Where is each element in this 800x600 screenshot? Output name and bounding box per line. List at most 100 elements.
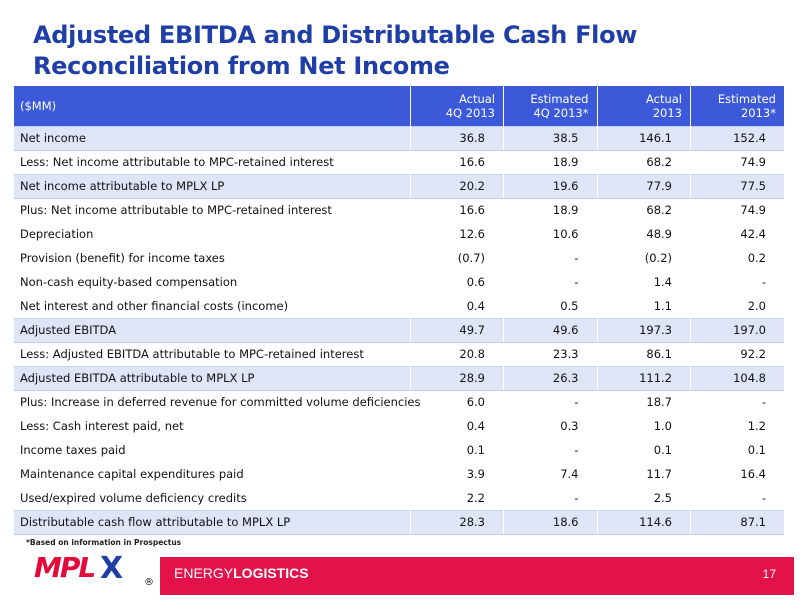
cell-value: 86.1 [596,342,691,366]
table-row: Non-cash equity-based compensation 0.6-1.… [14,270,784,294]
table-row: Maintenance capital expenditures paid 3.9… [14,462,784,486]
tagline: ENERGYLOGISTICS [174,565,309,581]
table-row: Income taxes paid 0.1-0.1 0.1 [14,438,784,462]
cell-value: 92.2 [690,342,784,366]
header-units: ($MM) [20,98,57,113]
row-label: Distributable cash flow attributable to … [14,509,410,535]
row-label: Net income [14,125,410,151]
cell-value: 23.3 [503,342,597,366]
cell-value: 1.4 [596,270,691,294]
cell-value: 3.9 [409,462,504,486]
cell-value: 18.9 [503,198,597,222]
cell-value: 7.4 [503,462,597,486]
cell-value: 0.1 [596,438,691,462]
cell-value: 197.3 [596,317,691,343]
cell-value: 6.0 [409,390,504,414]
page-number: 17 [762,567,776,581]
cell-value: 104.8 [690,365,784,391]
cell-value: 18.7 [596,390,691,414]
cell-value: 28.3 [409,509,504,535]
cell-value: 16.6 [409,198,504,222]
cell-value: 11.7 [596,462,691,486]
cell-value: - [690,486,784,510]
row-label: Income taxes paid [20,443,126,457]
row-label: Adjusted EBITDA [14,317,410,343]
row-label: Maintenance capital expenditures paid [20,467,244,481]
cell-value: 49.6 [503,317,597,343]
logo-x-mark: X [100,551,124,586]
table-row: Less: Net income attributable to MPC-ret… [14,150,784,174]
cell-value: 0.5 [503,294,597,318]
cell-value: - [503,486,597,510]
table-row: Distributable cash flow attributable to … [14,509,784,535]
table-row: Net income attributable to MPLX LP 20.2 19… [14,173,784,199]
row-label: Net interest and other financial costs (… [20,298,289,313]
table-row: Provision (benefit) for income taxes (0.7… [14,246,784,270]
cell-value: 0.4 [409,294,504,318]
cell-value: 197.0 [690,317,784,343]
row-label: Less: Adjusted EBITDA attributable to MP… [20,347,364,361]
cell-value: 68.2 [596,198,691,222]
table-row: Used/expired volume deficiency credits 2.… [14,486,784,510]
table-row: Adjusted EBITDA attributable to MPLX LP 2… [14,365,784,391]
cell-value: 74.9 [690,150,784,174]
cell-value: - [503,390,597,414]
cell-value: - [503,270,597,294]
title-line-1: Adjusted EBITDA and Distributable Cash F… [33,21,638,49]
table-row: Net interest and other financial costs (… [14,294,784,318]
table-row: Less: Cash interest paid, net 0.4 0.3 1.0 1.… [14,414,784,438]
cell-value: - [690,390,784,414]
cell-value: 1.0 [596,414,691,438]
row-label: Net income attributable to MPLX LP [14,173,410,199]
row-label: Less: Cash interest paid, net [20,419,184,433]
logo-text: MPL [34,551,96,584]
cell-value: 2.2 [409,486,504,510]
cell-value: 1.1 [596,294,691,318]
table-row: Net income 36.8 38.5 146.1 152.4 [14,125,784,151]
cell-value: - [503,246,597,270]
header-col-1: Actual 4Q 2013 [409,86,504,126]
row-label: Adjusted EBITDA attributable to MPLX LP [14,365,410,391]
row-label: Depreciation [20,227,94,241]
cell-value: 12.6 [409,222,504,246]
table-row: Depreciation 12.6 10.6 48.9 42.4 [14,222,784,246]
row-label: Plus: Increase in deferred revenue for c… [20,395,421,410]
cell-value: 0.4 [409,414,504,438]
footnote: *Based on information in Prospectus [26,538,182,547]
table-row: Adjusted EBITDA 49.7 49.6 197.3 197.0 [14,317,784,343]
table-row: Plus: Net income attributable to MPC-ret… [14,198,784,222]
cell-value: 111.2 [596,365,691,391]
cell-value: 20.8 [409,342,504,366]
cell-value: 26.3 [503,365,597,391]
cell-value: 0.6 [409,270,504,294]
cell-value: 0.1 [690,438,784,462]
cell-value: 0.1 [409,438,504,462]
table-header-row: ($MM) Actual 4Q 2013 Estimated 4Q 2013* Ac… [14,86,784,126]
registered-mark: ® [144,577,154,588]
cell-value: 18.9 [503,150,597,174]
page-title: Adjusted EBITDA and Distributable Cash F… [33,20,773,82]
cell-value: 10.6 [503,222,597,246]
cell-value: 2.5 [596,486,691,510]
cell-value: 0.2 [690,246,784,270]
cell-value: (0.2) [596,246,691,270]
cell-value: - [503,438,597,462]
cell-value: 18.6 [503,509,597,535]
cell-value: 19.6 [503,173,597,199]
cell-value: 74.9 [690,198,784,222]
cell-value: (0.7) [409,246,504,270]
reconciliation-table-container: ($MM) Actual 4Q 2013 Estimated 4Q 2013* Ac… [14,86,784,535]
cell-value: 77.9 [596,173,691,199]
cell-value: 20.2 [409,173,504,199]
footer-bar: ENERGYLOGISTICS 17 [160,557,794,595]
cell-value: 48.9 [596,222,691,246]
table-row: Plus: Increase in deferred revenue for c… [14,390,784,414]
cell-value: 0.3 [503,414,597,438]
cell-value: 114.6 [596,509,691,535]
cell-value: 68.2 [596,150,691,174]
cell-value: 146.1 [596,125,691,151]
cell-value: 87.1 [690,509,784,535]
header-col-2: Estimated 4Q 2013* [503,86,597,126]
cell-value: 77.5 [690,173,784,199]
header-col-3: Actual 2013 [596,86,691,126]
